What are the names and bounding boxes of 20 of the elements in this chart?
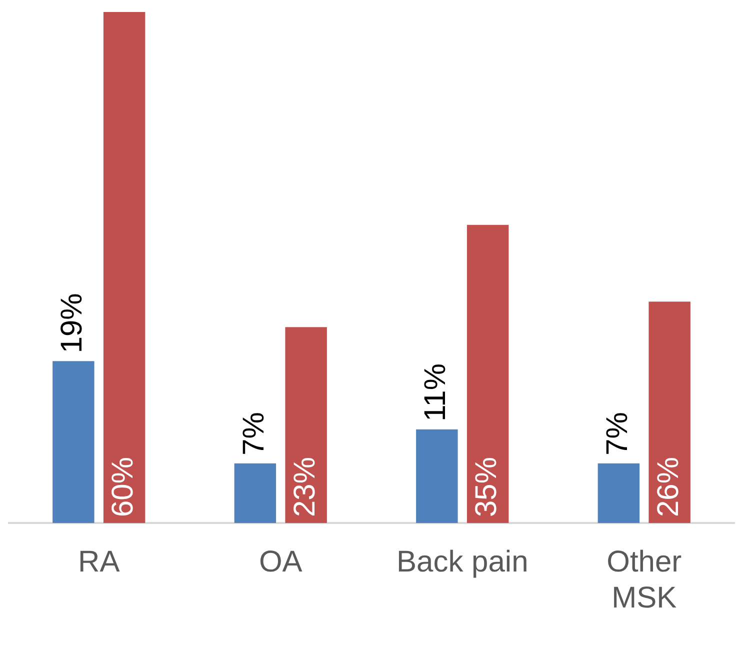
bar: [103, 12, 146, 523]
data-label: 7%: [600, 412, 634, 456]
data-label: 19%: [56, 293, 89, 354]
x-tick-label: RA: [78, 545, 120, 578]
data-label: 23%: [288, 456, 322, 517]
data-label: 26%: [652, 456, 685, 517]
bar: [285, 327, 327, 523]
bar: [466, 224, 509, 523]
bar: [52, 361, 94, 523]
x-tick-label: OA: [258, 545, 302, 578]
data-label: 11%: [419, 363, 452, 422]
bar: [648, 302, 690, 523]
x-tick-label: Back pain: [396, 545, 528, 578]
bar: [416, 429, 458, 523]
bar: [234, 463, 276, 523]
data-label: 35%: [470, 456, 504, 517]
x-tick-label: Other MSK: [606, 545, 682, 614]
bar: [598, 463, 640, 523]
data-label: 60%: [106, 456, 140, 517]
data-label: 7%: [237, 412, 270, 456]
